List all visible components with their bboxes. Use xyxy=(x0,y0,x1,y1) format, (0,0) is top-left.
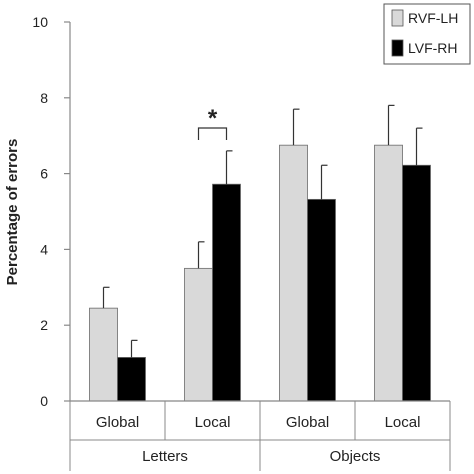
x-tick-label: Local xyxy=(385,414,421,431)
x-tick-label: Local xyxy=(195,414,231,431)
y-tick-label: 0 xyxy=(40,393,48,409)
bar-lvf-rh-0 xyxy=(117,357,146,402)
y-tick-label: 8 xyxy=(40,90,48,106)
bar-rvf-lh-0 xyxy=(89,307,118,402)
x-tick-label: Global xyxy=(96,414,139,431)
significance-bracket xyxy=(197,127,228,140)
group-label: Letters xyxy=(142,448,188,465)
bar-lvf-rh-3 xyxy=(402,164,431,402)
y-tick-label: 6 xyxy=(40,166,48,182)
significance-star: * xyxy=(208,105,218,132)
bar-rvf-lh-1 xyxy=(184,267,213,402)
bar-lvf-rh-2 xyxy=(307,198,336,402)
error-bars xyxy=(102,104,423,358)
x-tick-label: Global xyxy=(286,414,329,431)
y-tick-label: 4 xyxy=(40,241,48,257)
legend-swatch-rvf-lh xyxy=(391,9,404,27)
legend-swatch-lvf-rh xyxy=(391,39,404,57)
x-axis-categories: Global Local Global Local Letters Objects xyxy=(69,401,451,471)
bar-rvf-lh-2 xyxy=(279,144,308,402)
group-label: Objects xyxy=(330,448,381,465)
legend-label-lvf-rh: LVF-RH xyxy=(408,40,458,56)
legend-label-rvf-lh: RVF-LH xyxy=(408,10,458,26)
y-tick-label: 2 xyxy=(40,317,48,333)
y-tick-label: 10 xyxy=(32,14,48,30)
significance-annotation: * xyxy=(197,105,228,140)
y-axis-label: Percentage of errors xyxy=(4,139,21,286)
legend: RVF-LH LVF-RH xyxy=(383,3,471,65)
bar-rvf-lh-3 xyxy=(374,144,403,402)
bar-lvf-rh-1 xyxy=(212,183,241,402)
bars xyxy=(89,144,431,402)
y-axis-ticks: 0 2 4 6 8 10 xyxy=(32,14,70,409)
